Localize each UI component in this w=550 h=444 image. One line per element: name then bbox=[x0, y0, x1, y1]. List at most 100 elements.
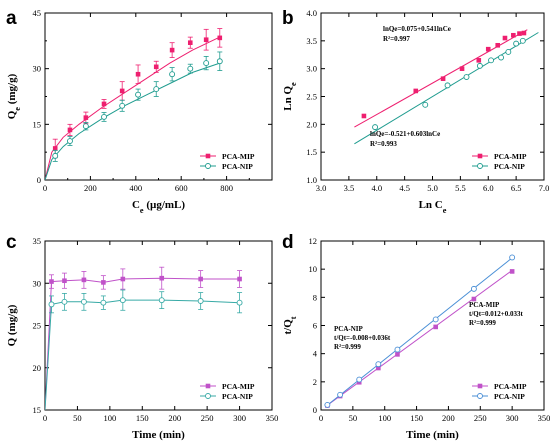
panel-d-chart: 0 50 100 150 200 250 300 350 0 2 4 6 8 10 12 Time (min)… bbox=[282, 236, 550, 441]
data-point bbox=[237, 276, 242, 282]
data-point bbox=[48, 301, 55, 308]
x-tick-label: 300 bbox=[233, 413, 246, 423]
x-tick-label: 250 bbox=[201, 413, 214, 423]
panel-a-chart: 0 200 400 600 800 0 15 30 45 Ce (µg/mL) Qe (mg/g) P… bbox=[6, 8, 273, 215]
x-tick-label: 0 bbox=[43, 413, 47, 423]
data-point bbox=[81, 277, 87, 283]
data-point bbox=[361, 113, 367, 119]
legend-label: PCA-MIP bbox=[222, 152, 255, 161]
data-point bbox=[519, 37, 526, 44]
data-point bbox=[488, 57, 494, 64]
data-point bbox=[83, 115, 89, 120]
y-tick-label: 20 bbox=[33, 363, 42, 373]
x-tick-label: 3.0 bbox=[316, 183, 327, 193]
legend-marker bbox=[205, 163, 211, 169]
plot-area bbox=[45, 266, 243, 410]
plot-area bbox=[45, 28, 223, 180]
data-point bbox=[216, 58, 223, 65]
data-point bbox=[49, 279, 54, 284]
data-point bbox=[432, 316, 439, 323]
y-tick-label: 10 bbox=[309, 264, 318, 274]
y-tick-label: 2.0 bbox=[306, 119, 317, 129]
x-tick-label: 100 bbox=[103, 413, 116, 423]
data-point bbox=[485, 46, 491, 52]
data-point bbox=[337, 391, 344, 398]
annotation-text: t/Qt=-0.008+0.036t bbox=[334, 334, 391, 342]
data-point bbox=[101, 280, 106, 285]
x-tick-label: 0 bbox=[319, 413, 323, 423]
y-axis-title: Ln Qe bbox=[282, 82, 298, 111]
y-tick-label: 2 bbox=[313, 377, 317, 387]
data-point bbox=[101, 113, 107, 120]
data-point bbox=[197, 298, 204, 304]
y-tick-label: 6 bbox=[313, 321, 317, 331]
legend-label: PCA-NIP bbox=[494, 162, 525, 171]
data-point bbox=[513, 40, 520, 47]
data-point bbox=[470, 285, 477, 292]
data-point bbox=[153, 86, 160, 93]
series-pca-mip bbox=[45, 266, 243, 410]
data-point bbox=[495, 42, 501, 48]
x-tick-label: 800 bbox=[220, 183, 233, 193]
data-point bbox=[135, 91, 142, 98]
data-point bbox=[80, 298, 87, 305]
panel-letter-c: c bbox=[6, 232, 17, 253]
data-point bbox=[471, 296, 477, 302]
series-line bbox=[354, 32, 539, 145]
series-pca-mip bbox=[354, 29, 528, 128]
y-tick-label: 15 bbox=[33, 405, 42, 415]
series-line bbox=[45, 36, 221, 180]
annotation-text: PCA-MIP bbox=[469, 301, 500, 309]
data-point bbox=[158, 297, 165, 304]
data-point bbox=[100, 299, 107, 306]
x-tick-label: 3.5 bbox=[344, 183, 355, 193]
x-tick-label: 400 bbox=[129, 183, 142, 193]
annotation-text: PCA-NIP bbox=[334, 325, 363, 333]
data-point bbox=[67, 127, 73, 133]
panel-c-chart: 0 50 100 150 200 250 300 350 15 20 25 30 35 Time (min… bbox=[6, 236, 278, 441]
data-point bbox=[198, 276, 203, 282]
x-tick-label: 4.0 bbox=[371, 183, 382, 193]
panel-letter-b: b bbox=[282, 8, 294, 29]
x-tick-label: 50 bbox=[349, 413, 358, 423]
x-tick-label: 5.0 bbox=[427, 183, 438, 193]
legend-label: PCA-MIP bbox=[494, 382, 527, 391]
data-point bbox=[476, 62, 483, 69]
annotation-text: t/Qt=0.012+0.033t bbox=[469, 310, 524, 318]
x-tick-label: 350 bbox=[266, 413, 279, 423]
data-point bbox=[394, 346, 401, 353]
y-tick-label: 30 bbox=[33, 278, 42, 288]
data-point bbox=[463, 74, 470, 80]
plot-area bbox=[354, 29, 539, 145]
y-tick-label: 25 bbox=[33, 321, 42, 331]
x-tick-label: 600 bbox=[175, 183, 188, 193]
series-pca-nip bbox=[354, 32, 539, 145]
data-point bbox=[521, 30, 527, 36]
x-axis-title: Ce (µg/mL) bbox=[132, 199, 185, 215]
data-point bbox=[433, 324, 438, 330]
legend-marker bbox=[205, 383, 211, 389]
data-point bbox=[509, 254, 516, 261]
x-tick-label: 50 bbox=[73, 413, 82, 423]
x-axis-title: Ln Ce bbox=[419, 199, 447, 215]
y-tick-label: 2.5 bbox=[306, 92, 317, 102]
data-point bbox=[159, 275, 165, 281]
data-point bbox=[62, 278, 67, 284]
series-pca-nip bbox=[324, 254, 516, 408]
data-point bbox=[120, 276, 126, 282]
x-tick-label: 5.5 bbox=[455, 183, 466, 193]
legend-label: PCA-NIP bbox=[222, 392, 253, 401]
data-point bbox=[203, 37, 209, 43]
y-tick-label: 1.5 bbox=[306, 147, 317, 157]
x-tick-label: 6.5 bbox=[511, 183, 522, 193]
y-tick-label: 12 bbox=[309, 236, 318, 246]
y-tick-label: 30 bbox=[33, 64, 42, 74]
x-axis-title: Time (min) bbox=[406, 429, 459, 441]
data-point bbox=[395, 352, 400, 357]
y-tick-label: 4 bbox=[313, 349, 318, 359]
data-point bbox=[517, 31, 522, 36]
x-tick-label: 200 bbox=[442, 413, 455, 423]
legend-marker bbox=[477, 163, 483, 169]
